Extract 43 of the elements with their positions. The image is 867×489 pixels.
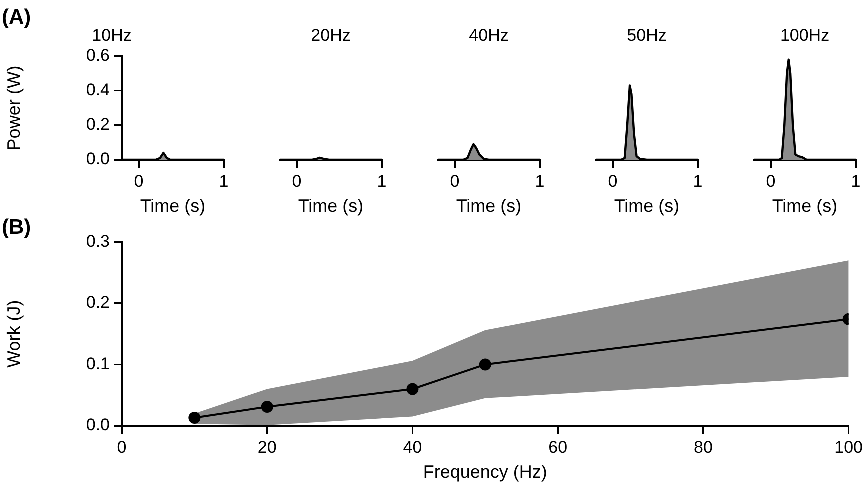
y-tick-label: 0.0 (86, 150, 110, 169)
y-axis-title: Power (W) (4, 66, 24, 151)
x-axis-title: Time (s) (772, 196, 838, 216)
x-tick-label: 0 (608, 172, 618, 191)
text: (B) (2, 216, 32, 240)
point (479, 358, 492, 371)
x-tick-label: 100 (834, 438, 864, 457)
y-tick-label: 0.0 (86, 416, 110, 435)
x-axis-title: Frequency (Hz) (423, 462, 548, 482)
x-tick-label: 0 (117, 438, 127, 457)
x-tick-label: 60 (548, 438, 568, 457)
point (406, 383, 419, 396)
x-axis-title: Time (s) (614, 196, 680, 216)
x-tick-label: 1 (851, 172, 861, 191)
y-tick-label: 0.2 (86, 115, 110, 134)
x-axis-title: Time (s) (456, 196, 522, 216)
x-tick-label: 1 (693, 172, 703, 191)
point (261, 401, 274, 414)
x-tick-label: 80 (694, 438, 713, 457)
x-tick-label: 0 (450, 172, 460, 191)
x-tick-label: 40 (403, 438, 422, 457)
point (188, 412, 201, 424)
x-tick-label: 1 (535, 172, 545, 191)
y-tick-label: 0.4 (86, 80, 110, 100)
chart-title: 10Hz (92, 26, 132, 45)
x-axis-title: Time (s) (140, 196, 206, 216)
y-tick-label: 0.6 (86, 46, 110, 66)
y-tick-label: 0.2 (86, 293, 110, 312)
x-tick-label: 0 (134, 172, 144, 191)
chart-title: 20Hz (311, 26, 351, 45)
x-tick-label: 0 (766, 172, 776, 191)
x-tick-label: 1 (377, 172, 387, 191)
x-tick-label: 0 (292, 172, 302, 191)
chart-title: 50Hz (627, 26, 667, 45)
x-axis-title: Time (s) (298, 196, 364, 216)
x-tick-label: 20 (258, 438, 277, 457)
text: (A) (2, 6, 32, 30)
chart-title: 100Hz (780, 26, 830, 45)
y-axis-title: Work (J) (4, 300, 24, 368)
chart-title: 40Hz (469, 26, 509, 45)
y-tick-label: 0.3 (86, 232, 110, 251)
x-tick-label: 1 (219, 172, 229, 191)
y-tick-label: 0.1 (86, 354, 110, 374)
